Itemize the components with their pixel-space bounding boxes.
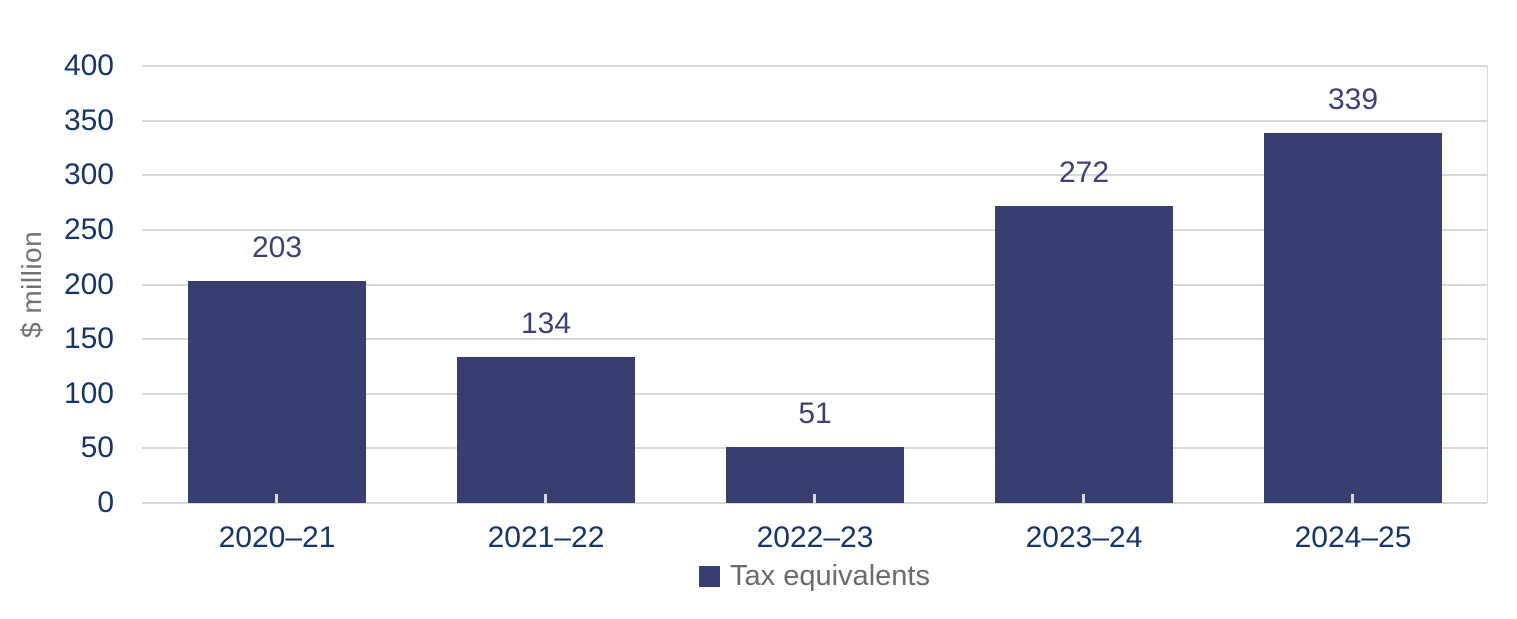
category-tick-2020–21	[275, 494, 278, 503]
y-tick-label-100: 100	[63, 376, 114, 410]
x-axis-label-2020–21: 2020–21	[218, 521, 336, 554]
bar-2020–21	[188, 281, 366, 503]
legend: Tax equivalents	[142, 560, 1487, 593]
y-tick-label-400: 400	[63, 49, 114, 82]
x-axis-line	[142, 502, 1487, 504]
legend-label: Tax equivalents	[730, 560, 930, 592]
gridline-250	[142, 228, 1487, 231]
y-tick-label-350: 350	[63, 103, 114, 137]
bar-2024–25	[1264, 133, 1442, 503]
plot-area: 203 134 51 272 339	[142, 65, 1488, 504]
value-label-2021–22: 134	[520, 307, 572, 340]
y-tick-label-0: 0	[97, 486, 114, 519]
gridline-200	[142, 283, 1487, 286]
category-tick-2021–22	[544, 494, 547, 503]
y-tick-label-150: 150	[63, 322, 114, 356]
gridline-300	[142, 174, 1487, 177]
gridline-150	[142, 338, 1487, 341]
bar-2023–24	[995, 206, 1173, 503]
x-axis-label-2024–25: 2024–25	[1294, 521, 1412, 554]
y-axis-tick-labels: 0 50 100 150 200 250 300 350 400	[0, 0, 114, 619]
bar-2021–22	[457, 357, 635, 503]
x-axis-labels: 2020–21 2021–22 2022–23 2023–24 2024–25	[142, 521, 1487, 561]
category-tick-2024–25	[1351, 494, 1354, 503]
value-label-2023–24: 272	[1058, 156, 1110, 189]
legend-swatch-tax-equivalents	[699, 566, 721, 587]
gridline-400	[142, 65, 1487, 67]
value-label-2022–23: 51	[798, 397, 832, 430]
x-axis-label-2023–24: 2023–24	[1025, 521, 1143, 554]
y-tick-label-250: 250	[63, 212, 114, 246]
x-axis-label-2022–23: 2022–23	[756, 521, 874, 554]
bar-2022–23	[726, 447, 904, 503]
gridline-350	[142, 119, 1487, 122]
value-label-2024–25: 339	[1327, 83, 1379, 116]
x-axis-label-2021–22: 2021–22	[487, 521, 605, 554]
y-tick-label-200: 200	[63, 267, 114, 301]
category-tick-2022–23	[813, 494, 816, 503]
value-label-2020–21: 203	[251, 231, 303, 264]
category-tick-2023–24	[1082, 494, 1085, 503]
gridline-100	[142, 392, 1487, 395]
y-tick-label-50: 50	[80, 431, 114, 465]
y-tick-label-300: 300	[63, 158, 114, 192]
